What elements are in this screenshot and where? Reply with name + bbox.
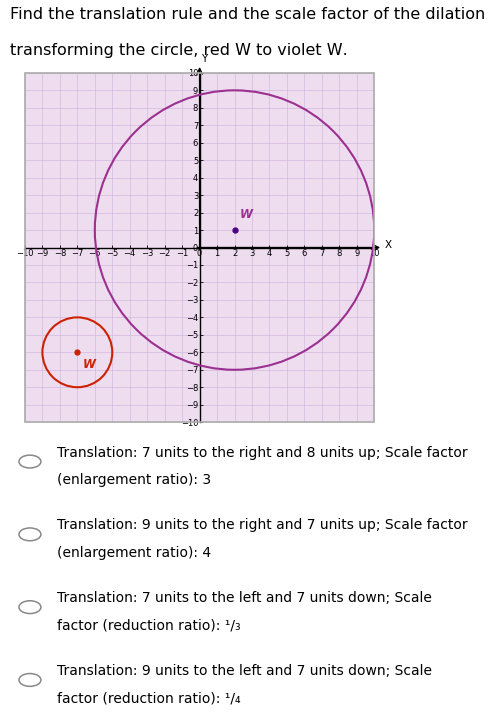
Text: Translation: 7 units to the left and 7 units down; Scale: Translation: 7 units to the left and 7 u… (57, 591, 432, 605)
Text: (enlargement ratio): 3: (enlargement ratio): 3 (57, 473, 212, 487)
Text: Translation: 9 units to the right and 7 units up; Scale factor: Translation: 9 units to the right and 7 … (57, 518, 468, 532)
Text: transforming the circle, red: transforming the circle, red (0, 727, 1, 728)
Text: factor (reduction ratio): ¹/₄: factor (reduction ratio): ¹/₄ (57, 692, 241, 705)
Text: X: X (385, 240, 392, 250)
Text: Translation: 7 units to the right and 8 units up; Scale factor: Translation: 7 units to the right and 8 … (57, 446, 468, 459)
Text: (enlargement ratio): 4: (enlargement ratio): 4 (57, 546, 212, 560)
Text: Find the translation rule and the scale factor of the dilation: Find the translation rule and the scale … (10, 7, 485, 23)
Text: transforming the circle, red ​W​ to violet ​W​.: transforming the circle, red ​W​ to viol… (10, 43, 348, 58)
Text: Y: Y (201, 54, 207, 64)
Text: W: W (240, 207, 253, 221)
Text: Translation: 9 units to the left and 7 units down; Scale: Translation: 9 units to the left and 7 u… (57, 664, 433, 678)
Text: W: W (83, 358, 96, 371)
Text: factor (reduction ratio): ¹/₃: factor (reduction ratio): ¹/₃ (57, 619, 241, 633)
